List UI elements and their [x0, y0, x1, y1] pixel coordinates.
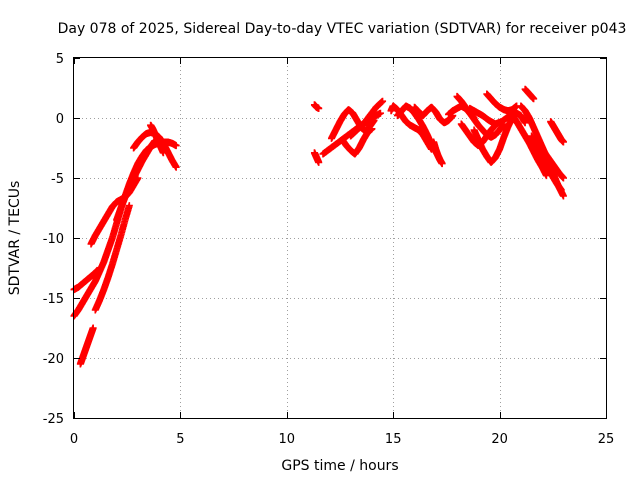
series-arc27	[521, 85, 538, 103]
series-arc24	[483, 90, 521, 115]
y-tick-label: -5	[51, 172, 64, 187]
x-tick-label: 0	[70, 432, 78, 447]
x-tick-label: 5	[176, 432, 184, 447]
plot-border	[73, 57, 607, 419]
series-arc4	[91, 202, 133, 314]
data-point	[159, 149, 167, 157]
y-axis-label: SDTVAR / TECUs	[7, 181, 23, 296]
data-point	[370, 116, 378, 124]
series-arc22	[470, 114, 516, 166]
data-point	[438, 160, 446, 168]
y-tick-label: -15	[43, 292, 64, 307]
x-tick-label: 20	[491, 432, 508, 447]
data-point	[172, 142, 180, 150]
series-arc10	[310, 149, 323, 166]
x-tick-label: 25	[598, 432, 615, 447]
data-point	[557, 186, 565, 194]
x-tick-label: 15	[385, 432, 402, 447]
data-point	[125, 202, 133, 210]
grid-lines	[74, 58, 606, 418]
data-point	[379, 97, 387, 105]
data-point	[521, 119, 529, 127]
series-arc18	[430, 138, 446, 168]
y-tick-labels: -25 -20 -15 -10 -5 0 5	[43, 52, 64, 427]
axis-ticks	[74, 58, 607, 419]
data-point	[368, 125, 376, 133]
series-arc25	[508, 112, 550, 180]
y-tick-label: -25	[43, 412, 64, 427]
data-point	[559, 138, 567, 146]
y-tick-label: -20	[43, 352, 64, 367]
data-point	[559, 192, 567, 200]
y-tick-label: 0	[56, 112, 64, 127]
series-arc29	[547, 118, 567, 146]
series-arc7	[113, 137, 159, 224]
data-points	[70, 85, 567, 368]
data-point	[376, 109, 384, 117]
x-axis-label: GPS time / hours	[281, 458, 398, 474]
series-arc8	[147, 121, 167, 157]
series-arc9	[310, 101, 323, 112]
y-tick-label: -10	[43, 232, 64, 247]
y-tick-label: 5	[56, 52, 64, 67]
data-point	[89, 324, 97, 332]
series-arc30	[538, 145, 567, 182]
data-point	[530, 95, 538, 103]
series-arc14	[347, 97, 387, 140]
x-tick-labels: 0 5 10 15 20 25	[70, 432, 614, 447]
data-point	[315, 104, 323, 112]
series-arc5	[76, 324, 97, 368]
chart-title: Day 078 of 2025, Sidereal Day-to-day VTE…	[58, 21, 627, 37]
series-arc17	[410, 103, 457, 127]
data-point	[559, 174, 567, 182]
data-point	[315, 158, 323, 166]
series-arc13	[338, 125, 376, 158]
data-point	[172, 163, 180, 171]
x-tick-label: 10	[279, 432, 296, 447]
